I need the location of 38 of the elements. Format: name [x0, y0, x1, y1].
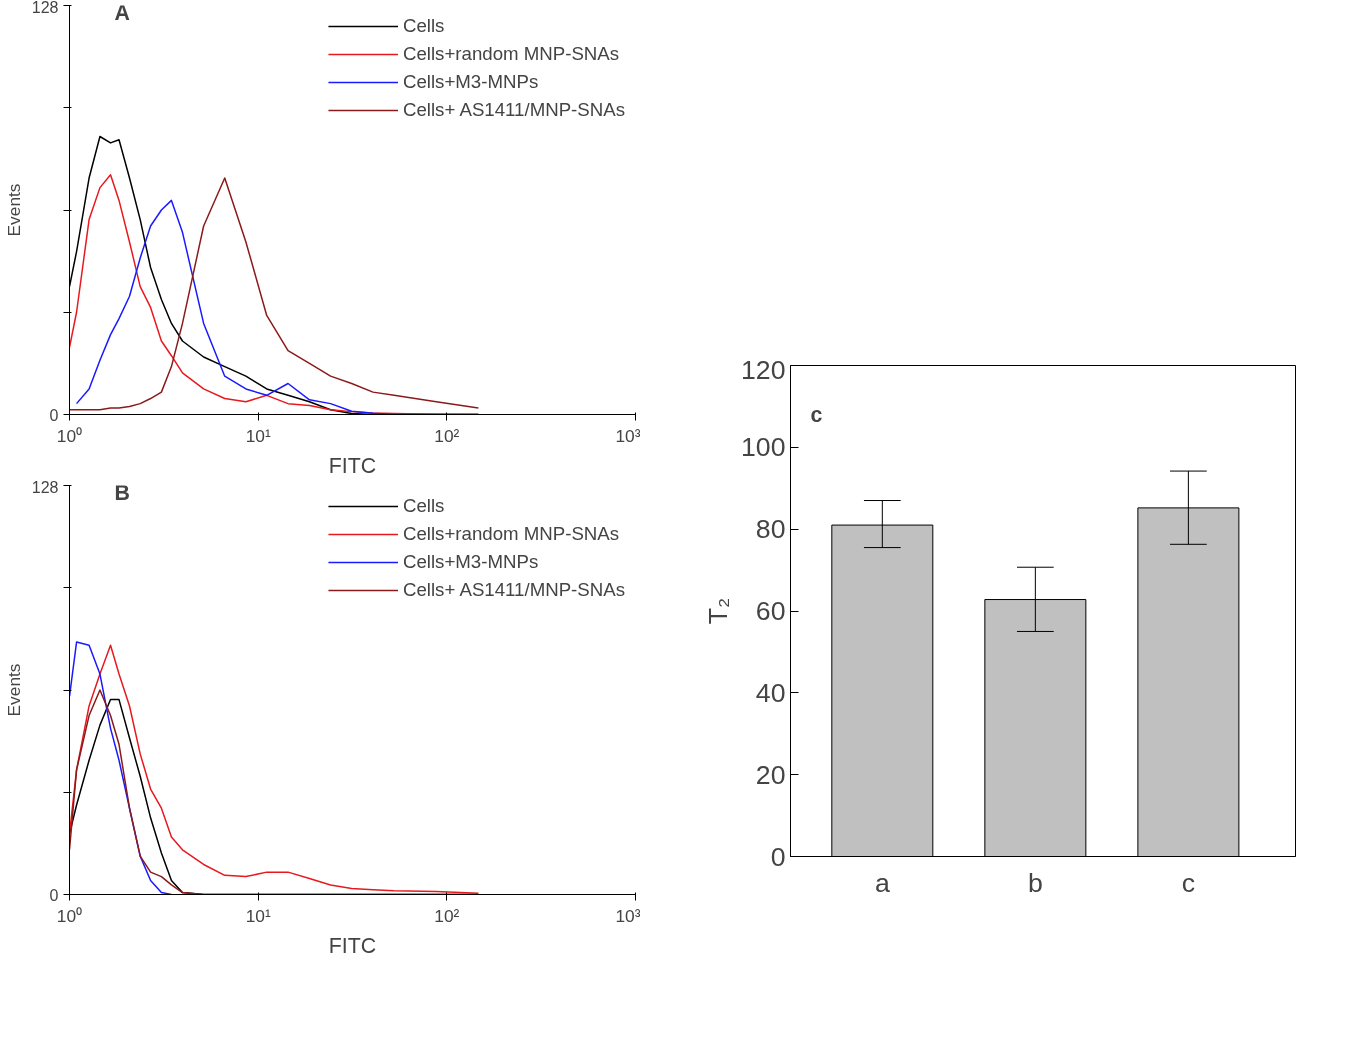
annotation: B [114, 480, 130, 505]
annotation: A [114, 0, 130, 25]
annotation: c [810, 402, 823, 427]
legend-label: Cells [402, 495, 445, 517]
y-tick-label: 120 [741, 354, 786, 385]
x-tick-label: 10⁰ [56, 425, 83, 446]
x-tick-label: 10¹ [245, 905, 271, 926]
legend-label: Cells [402, 15, 445, 37]
legend-label: Cells+random MNP-SNAs [402, 43, 620, 65]
x-tick-label: 10⁰ [56, 905, 83, 926]
y-tick-label: 80 [755, 514, 786, 545]
x-tick-label: a [874, 867, 890, 898]
legend-label: Cells+M3-MNPs [402, 551, 539, 573]
y-tick-label: 0 [770, 841, 786, 872]
legend-label: Cells+ AS1411/MNP-SNAs [402, 99, 625, 121]
y-tick-label: 100 [741, 432, 786, 463]
legend-label: Cells+M3-MNPs [402, 71, 539, 93]
x-tick-label: 10¹ [245, 425, 271, 446]
legend-label: Cells+random MNP-SNAs [402, 523, 620, 545]
y-tick-label: 0 [49, 886, 59, 904]
y-tick-label: 128 [31, 478, 59, 496]
y-axis-title: Events [3, 183, 24, 237]
x-axis-title: FITC [328, 453, 377, 478]
x-axis-title: FITC [328, 933, 377, 958]
y-axis-title: T₂ [703, 597, 734, 625]
x-tick-label: b [1027, 867, 1043, 898]
x-tick-label: 10³ [615, 905, 641, 926]
y-tick-label: 60 [755, 596, 786, 626]
y-tick-label: 128 [31, 0, 59, 16]
legend-label: Cells+ AS1411/MNP-SNAs [402, 579, 625, 601]
x-tick-label: 10² [434, 425, 460, 446]
y-tick-label: 40 [755, 677, 786, 708]
y-tick-label: 0 [49, 406, 59, 424]
x-tick-label: 10³ [615, 425, 641, 446]
x-tick-label: 10² [434, 905, 460, 926]
x-tick-label: c [1181, 867, 1196, 898]
y-axis-title: Events [3, 663, 24, 717]
y-tick-label: 20 [755, 759, 786, 790]
